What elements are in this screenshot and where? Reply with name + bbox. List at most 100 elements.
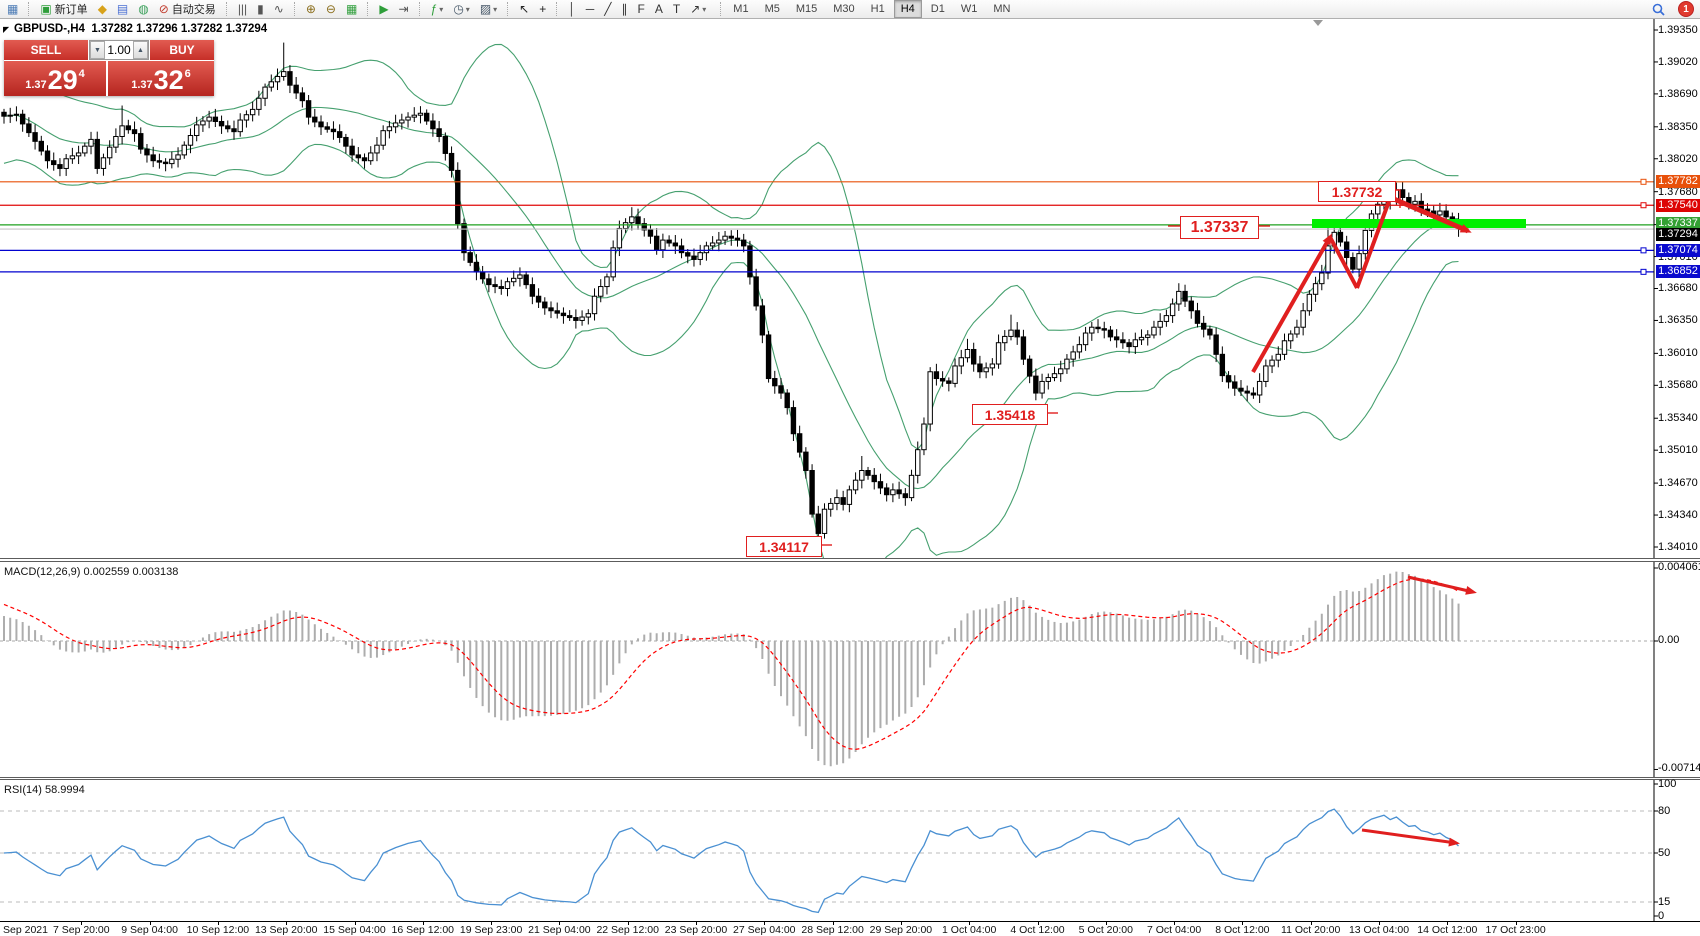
bar-chart-icon[interactable]: |||: [234, 0, 251, 18]
market-watch-icon[interactable]: ◍: [134, 0, 152, 18]
candle-down: [473, 261, 480, 273]
buy-price-display[interactable]: 1.37 32 6: [108, 61, 214, 96]
candle-up: [598, 286, 604, 297]
zoom-in-icon[interactable]: ⊕: [302, 0, 320, 18]
timeframe-m1[interactable]: M1: [733, 3, 749, 15]
timeframe-w1[interactable]: W1: [960, 3, 978, 15]
line-chart-icon[interactable]: ∿: [270, 0, 288, 18]
cursor-icon[interactable]: ↖: [515, 0, 533, 18]
candle-up: [1089, 326, 1095, 334]
one-click-trading-panel: SELL ▼ 1.00 ▲ BUY 1.37 29 4 1.37 32 6: [4, 40, 214, 96]
macd-signal-line: [3, 578, 1459, 751]
timeframe-mn[interactable]: MN: [993, 3, 1011, 15]
chart-shift-icon[interactable]: ⇥: [395, 0, 413, 18]
notification-badge[interactable]: 1: [1678, 1, 1694, 17]
timeframe-m30[interactable]: M30: [833, 3, 855, 15]
time-label: 29 Sep 20:00: [869, 924, 933, 936]
symbol-marker-icon: ◤: [3, 25, 10, 34]
auto-trading-button[interactable]: ⊘ 自动交易: [155, 0, 220, 18]
templates-icon: ▨: [479, 2, 492, 16]
candle-down: [312, 116, 318, 123]
macd-canvas[interactable]: [0, 562, 1700, 777]
candle-up: [237, 119, 243, 133]
candle-down: [430, 120, 436, 130]
support-line-137074-handle[interactable]: [1640, 247, 1647, 254]
profiles-icon[interactable]: ▤: [113, 0, 132, 18]
horizontal-line-icon[interactable]: ─: [582, 0, 599, 18]
text-label-icon[interactable]: T: [669, 0, 684, 18]
chart-shift-icon: ⇥: [398, 2, 409, 16]
price-tick: 1.39350: [1658, 24, 1698, 36]
chart-shift-marker[interactable]: [1313, 20, 1323, 26]
time-tick-mark: [969, 922, 971, 925]
price-label-137337[interactable]: 1.37337: [1180, 216, 1259, 239]
styles-bucket-icon[interactable]: ◆: [94, 0, 111, 18]
arrows-icon[interactable]: ↗ ▾: [686, 0, 710, 18]
green-highlight-zone[interactable]: [1312, 219, 1526, 228]
buy-button[interactable]: BUY: [150, 40, 214, 60]
timeframe-h1[interactable]: H1: [870, 3, 885, 15]
auto-scroll-icon[interactable]: ▶: [375, 0, 392, 18]
fibonacci-icon[interactable]: F: [634, 0, 649, 18]
candle-down: [784, 392, 790, 409]
candle-down: [231, 128, 237, 133]
price-tick: 1.38350: [1658, 120, 1698, 133]
candle-up: [995, 342, 1002, 365]
candle-down: [1113, 336, 1120, 341]
price-label-137732[interactable]: 1.37732: [1318, 181, 1396, 202]
time-tick-mark: [286, 922, 288, 925]
time-tick-mark: [696, 922, 697, 925]
support-line-136852-handle[interactable]: [1640, 268, 1647, 275]
time-tick-mark: [1515, 922, 1517, 925]
tile-windows-icon[interactable]: ▦: [342, 0, 361, 18]
vertical-line-icon[interactable]: │: [564, 0, 580, 18]
price-label-135418[interactable]: 1.35418: [972, 404, 1048, 425]
search-icon[interactable]: [1648, 0, 1669, 18]
resistance-line-137540-handle[interactable]: [1640, 202, 1647, 209]
timeframe-d1[interactable]: D1: [930, 3, 945, 15]
resistance-line-137782-handle[interactable]: [1640, 178, 1647, 185]
trendline-icon[interactable]: ╱: [600, 0, 615, 18]
sell-button[interactable]: SELL: [4, 40, 88, 60]
indicators-icon[interactable]: ƒ ▾: [427, 0, 448, 18]
sell-price-display[interactable]: 1.37 29 4: [4, 61, 106, 96]
timeframe-m5[interactable]: M5: [764, 3, 780, 15]
auto-trading-button-label: 自动交易: [171, 4, 216, 16]
timeframe-h4[interactable]: H4: [893, 0, 922, 18]
zoom-out-icon[interactable]: ⊖: [322, 0, 340, 18]
candle-down: [542, 301, 548, 309]
charts-window-icon[interactable]: ▦: [3, 0, 22, 18]
timeframe-m15[interactable]: M15: [795, 3, 818, 15]
new-order-button[interactable]: ▣ 新订单: [36, 0, 91, 18]
volume-increase-button[interactable]: ▲: [133, 41, 148, 59]
time-label: 14 Oct 12:00: [1417, 924, 1478, 936]
bar-chart-icon: |||: [237, 2, 248, 16]
candlestick-chart-icon[interactable]: ▮: [253, 0, 268, 18]
price-label-134117[interactable]: 1.34117: [746, 536, 822, 557]
rsi-canvas[interactable]: [0, 780, 1700, 922]
time-tick-mark: [217, 922, 219, 925]
volume-field[interactable]: 1.00: [107, 43, 131, 57]
candle-up: [1412, 200, 1418, 205]
arrows-icon: ↗: [690, 2, 701, 16]
channel-icon[interactable]: ∥: [618, 0, 632, 18]
indicators-icon-caret: ▾: [439, 4, 444, 14]
periods-icon[interactable]: ◷ ▾: [449, 0, 474, 18]
crosshair-icon[interactable]: +: [535, 0, 550, 18]
candle-down: [138, 133, 144, 150]
candle-up: [1138, 336, 1145, 341]
candle-up: [243, 114, 250, 121]
templates-icon[interactable]: ▨ ▾: [476, 0, 501, 18]
text-icon[interactable]: A: [651, 0, 667, 18]
time-tick-mark: [1379, 922, 1380, 925]
volume-decrease-button[interactable]: ▼: [90, 41, 105, 59]
candle-down: [896, 489, 902, 495]
candle-down: [225, 125, 231, 130]
rsi-line: [3, 808, 1459, 914]
price-chart-canvas[interactable]: [0, 18, 1700, 558]
candle-down: [1194, 310, 1201, 324]
candle-up: [1051, 373, 1058, 379]
candle-up: [629, 216, 635, 224]
timeframe-toolbar: M1 M5 M15 M30 H1 H4 D1 W1 MN: [717, 0, 1018, 18]
candle-down: [790, 407, 797, 435]
